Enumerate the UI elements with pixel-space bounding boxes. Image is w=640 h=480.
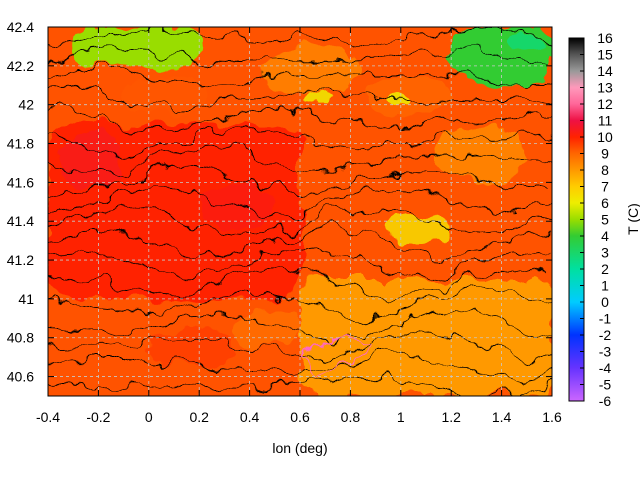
colorbar-tick-label: 11 — [598, 113, 613, 129]
field-patch — [501, 34, 540, 51]
x-tick-label: 0.4 — [240, 409, 260, 425]
contour-line — [48, 247, 552, 278]
contour-line — [299, 333, 372, 384]
colorbar-title: T (C) — [625, 203, 640, 235]
colorbar-tick-label: -6 — [599, 393, 612, 409]
colorbar-tick-label: 4 — [601, 228, 609, 244]
field-patch — [262, 46, 363, 95]
x-axis: -0.4 -0.2 0 0.2 0.4 0.6 0.8 1 1.2 1.4 1.6 — [36, 27, 562, 425]
y-tick-label: 40.6 — [7, 369, 34, 385]
field-patch — [199, 182, 275, 231]
field-patch — [438, 124, 527, 183]
x-tick-label: -0.2 — [86, 409, 110, 425]
colorbar-tick-label: 7 — [601, 179, 609, 195]
colorbar-tick-label: 10 — [597, 129, 613, 145]
colorbar-tick-label: 9 — [601, 146, 609, 162]
x-tick-label: 1.2 — [441, 409, 461, 425]
contour-line — [48, 85, 552, 109]
contour-line — [48, 353, 552, 380]
field-patch — [388, 94, 409, 105]
x-tick-label: 1.6 — [542, 409, 562, 425]
y-tick-label: 42 — [18, 97, 34, 113]
field-patch — [60, 133, 124, 193]
grid-lines — [48, 27, 552, 396]
contour-line — [48, 226, 552, 258]
contour-line — [48, 268, 552, 299]
y-tick-label: 42.4 — [7, 19, 34, 35]
x-tick-label: 0.6 — [290, 409, 310, 425]
colorbar-tick-label: 16 — [597, 30, 613, 46]
contour-line — [48, 127, 552, 155]
colorbar-tick-label: 3 — [601, 245, 609, 261]
contour-line — [48, 48, 552, 68]
colorbar-tick-label: 5 — [601, 212, 609, 228]
x-tick-label: -0.4 — [36, 409, 60, 425]
x-axis-title: lon (deg) — [272, 440, 327, 456]
colorbar-tick-label: 1 — [601, 278, 609, 294]
colorbar-tick-label: 15 — [597, 47, 613, 63]
contour-line — [48, 207, 552, 238]
y-axis: 40.6 40.8 41 41.2 41.4 41.6 41.8 42 42.2 42.4 — [7, 19, 552, 385]
contour-line — [48, 288, 552, 319]
y-tick-label: 41 — [18, 291, 34, 307]
colorbar-tick-label: 2 — [601, 261, 609, 277]
field-patch — [148, 328, 237, 367]
colorbar-tick-label: -4 — [599, 360, 612, 376]
contour-line — [48, 66, 552, 86]
contour-line — [48, 165, 552, 196]
x-tick-label: 0.8 — [341, 409, 361, 425]
colorbar-tick-label: -3 — [599, 344, 612, 360]
colorbar-tick-label: -1 — [599, 311, 612, 327]
colorbar-tick-label: 12 — [597, 96, 613, 112]
contour-line — [48, 186, 552, 216]
contour-line — [48, 104, 552, 132]
colorbar-tick-label: 0 — [601, 294, 609, 310]
y-tick-label: 41.2 — [7, 252, 34, 268]
contour-line — [48, 27, 552, 47]
field-patch — [388, 217, 452, 241]
x-tick-label: 0.2 — [189, 409, 209, 425]
y-tick-label: 41.8 — [7, 136, 34, 152]
y-tick-label: 42.2 — [7, 58, 34, 74]
field-patch — [300, 94, 326, 105]
contour-line — [48, 146, 552, 176]
y-tick-label: 41.6 — [7, 174, 34, 190]
colorbar-tick-label: -5 — [599, 377, 612, 393]
contour-line — [48, 309, 552, 338]
x-tick-label: 1.4 — [492, 409, 512, 425]
plot-area — [48, 27, 552, 396]
y-tick-label: 41.4 — [7, 213, 34, 229]
colorbar-tick-label: 8 — [601, 162, 609, 178]
contour-lines — [48, 27, 552, 396]
field-region — [73, 27, 200, 66]
colorbar-tick-label: 6 — [601, 195, 609, 211]
colorbar-tick-label: 14 — [597, 63, 613, 79]
x-tick-label: 0 — [145, 409, 153, 425]
x-tick-label: 1 — [397, 409, 405, 425]
colorbar-tick-label: -2 — [599, 327, 612, 343]
y-tick-label: 40.8 — [7, 330, 34, 346]
field-patch — [363, 75, 452, 115]
colorbar-tick-label: 13 — [597, 80, 613, 96]
